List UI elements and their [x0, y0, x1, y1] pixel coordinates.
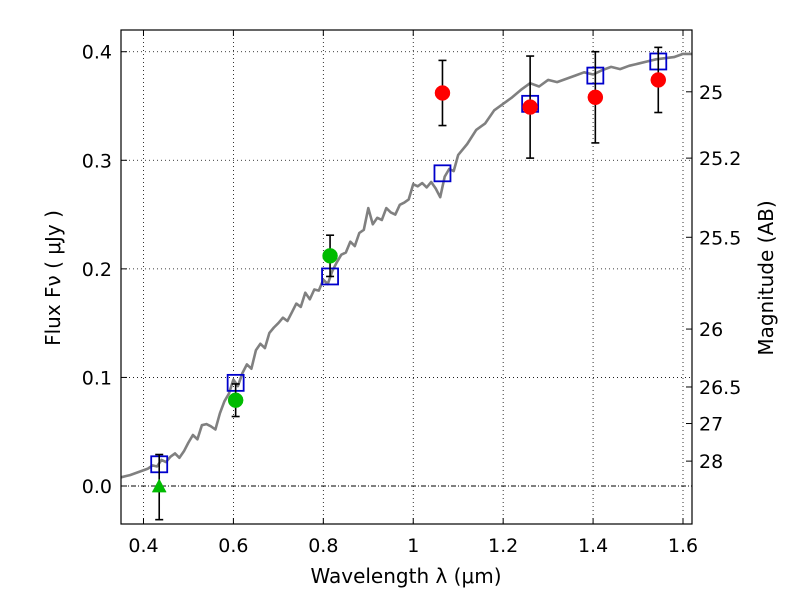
y-axis-title: Flux Fν ( μJy ) — [41, 210, 65, 346]
x-axis-title: Wavelength λ (μm) — [310, 564, 501, 588]
y-tick-label: 0.2 — [82, 259, 112, 281]
ground-based-detections-marker — [322, 248, 338, 264]
infrared-detections-marker — [650, 72, 667, 88]
x-tick-label: 1.2 — [488, 535, 518, 557]
y2-tick-label: 25.5 — [699, 227, 741, 249]
ground-based-detections-marker — [227, 392, 244, 408]
y2-tick-label: 28 — [699, 451, 723, 473]
y-tick-label: 0.1 — [82, 367, 112, 389]
y2-tick-label: 25.2 — [699, 148, 741, 170]
x-tick-label: 1.4 — [578, 535, 608, 557]
plot-frame — [120, 29, 693, 525]
x-tick-label: 0.4 — [128, 535, 158, 557]
x-tick-label: 1.6 — [668, 535, 698, 557]
tick-labels: 0.4 0.6 0.8 1 1.2 1.4 1.6 0.0 0.1 0.2 0.3 0.4 25 25.2… — [82, 42, 742, 557]
y-tick-label: 0.3 — [82, 150, 112, 172]
model-square-marker — [433, 164, 452, 183]
y2-tick-label: 25 — [699, 82, 723, 104]
x-tick-label: 0.6 — [218, 535, 248, 557]
y2-axis-title: Magnitude (AB) — [754, 200, 778, 355]
y-tick-label: 0.4 — [82, 42, 112, 64]
infrared-detections-marker — [434, 85, 451, 101]
x-tick-label: 1 — [407, 535, 419, 557]
y2-tick-label: 27 — [699, 414, 723, 436]
y2-tick-label: 26.5 — [699, 377, 741, 399]
axis-ticks — [121, 30, 692, 524]
data-layer — [120, 46, 692, 521]
y2-tick-label: 26 — [699, 319, 723, 341]
infrared-detections-marker — [587, 89, 604, 106]
upper-limit-triangle — [151, 478, 167, 493]
infrared-detections-marker — [522, 99, 538, 115]
y-tick-label: 0.0 — [82, 476, 112, 498]
x-tick-label: 0.8 — [308, 535, 338, 557]
grid-lines — [121, 30, 692, 524]
model-spectrum-line — [120, 52, 692, 479]
